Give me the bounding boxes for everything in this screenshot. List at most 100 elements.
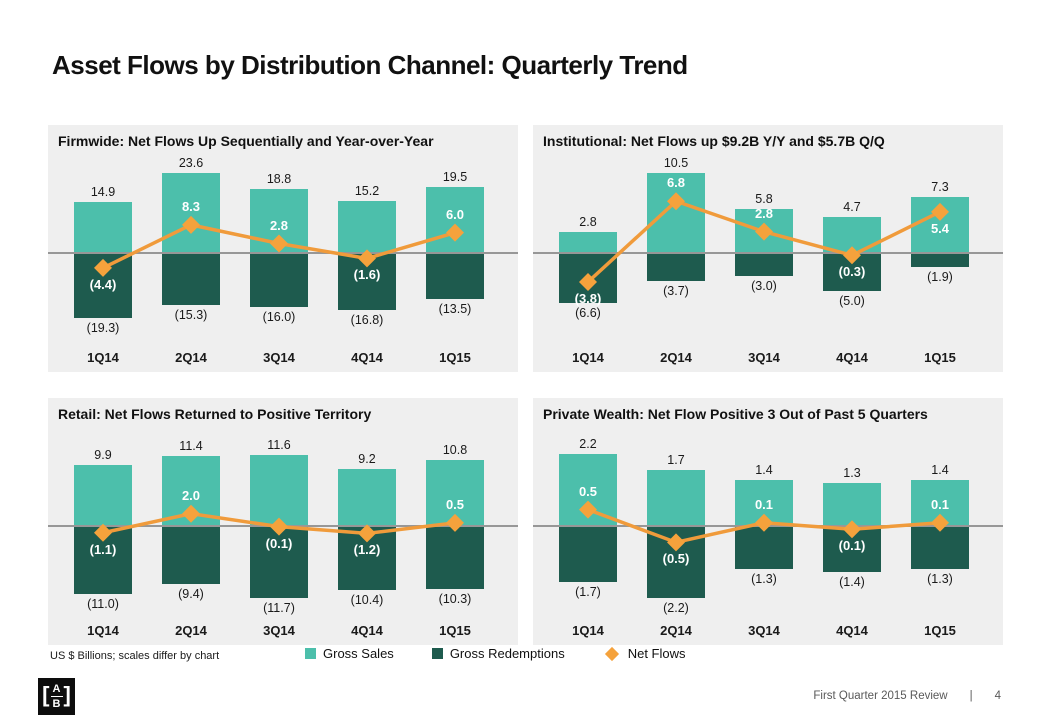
bar-value-label: 9.9 (94, 448, 112, 463)
bar-value-label: 18.8 (266, 172, 292, 187)
bar-gross-redemptions (250, 253, 308, 308)
zero-axis-line (48, 252, 518, 254)
bar-gross-redemptions (559, 526, 617, 582)
x-axis-label: 3Q14 (263, 350, 295, 365)
gross-redemptions-swatch-icon (431, 648, 443, 659)
chart-title: Retail: Net Flows Returned to Positive T… (58, 406, 372, 422)
chart-plot: 9.9 (11.0) 1Q14 11.4 (9.4) 2Q14 11.6 (11.7) 3Q14… (48, 398, 518, 645)
net-flow-marker (667, 533, 685, 552)
bar-value-label: (1.3) (927, 571, 953, 586)
legend-label: Net Flows (627, 646, 686, 661)
logo-letter-b: B (52, 697, 61, 710)
bar-value-label: 4.7 (843, 200, 861, 215)
bar-value-label: (10.4) (350, 593, 384, 607)
bar-gross-redemptions (426, 253, 484, 299)
chart-title: Firmwide: Net Flows Up Sequentially and … (58, 133, 434, 149)
legend-item-gross-redemptions: Gross Redemptions (431, 646, 565, 661)
net-flow-label: 2.8 (269, 217, 289, 233)
bar-gross-redemptions (735, 253, 793, 276)
bar-value-label: 11.6 (267, 437, 291, 452)
net-flow-label: (1.2) (353, 542, 381, 558)
legend-item-gross-sales: Gross Sales (305, 646, 394, 661)
bar-value-label: (3.7) (663, 284, 689, 299)
slide-footer: First Quarter 2015 Review | 4 (813, 690, 1001, 702)
net-flow-marker (94, 523, 112, 542)
bar-value-label: 1.4 (755, 463, 773, 478)
footer-review-title: First Quarter 2015 Review (813, 690, 948, 702)
bar-gross-redemptions (162, 253, 220, 305)
net-flow-marker (843, 246, 861, 265)
bar-value-label: (19.3) (86, 321, 120, 336)
net-flow-marker (755, 222, 773, 241)
bar-gross-redemptions (735, 526, 793, 569)
x-axis-label: 4Q14 (351, 623, 383, 638)
net-flow-label: 2.8 (754, 205, 774, 221)
bar-value-label: 10.5 (663, 156, 689, 170)
bar-gross-sales (338, 201, 396, 253)
bar-value-label: (5.0) (839, 294, 865, 309)
net-flow-marker (579, 272, 597, 291)
bar-value-label: 5.8 (755, 191, 773, 206)
net-flow-marker (931, 513, 949, 532)
net-flow-label: (1.1) (89, 541, 117, 557)
x-axis-label: 1Q14 (87, 623, 119, 638)
bar-gross-redemptions (426, 526, 484, 590)
page-title: Asset Flows by Distribution Channel: Qua… (52, 50, 688, 80)
chart-plot: 2.2 (1.7) 1Q14 1.7 (2.2) 2Q14 1.4 (1.3) 3Q14 1.3 (… (533, 398, 1003, 645)
bar-value-label: (1.9) (927, 270, 953, 285)
net-flow-label: 8.3 (181, 198, 201, 214)
x-axis-label: 1Q15 (439, 350, 471, 365)
bar-value-label: (1.4) (839, 574, 865, 589)
net-flows-line (579, 500, 949, 552)
x-axis-label: 1Q14 (572, 623, 604, 638)
gross-sales-swatch-icon (305, 648, 316, 659)
bar-gross-sales (250, 454, 308, 526)
bar-value-label: 23.6 (178, 156, 204, 170)
chart-plot: 14.9 (19.3) 1Q14 23.6 (15.3) 2Q14 18.8 (16.0) 3Q… (48, 125, 518, 372)
net-flow-marker (446, 223, 464, 242)
bar-value-label: (13.5) (438, 301, 472, 316)
bar-gross-redemptions (647, 253, 705, 282)
x-axis-label: 1Q14 (572, 350, 604, 365)
net-flow-label: 0.5 (578, 483, 598, 499)
bar-value-label: 2.8 (579, 214, 597, 229)
net-flow-marker (843, 520, 861, 539)
x-axis-label: 4Q14 (351, 350, 383, 365)
bar-value-label: 7.3 (931, 180, 949, 195)
bar-gross-redemptions (911, 253, 969, 268)
net-flow-marker (270, 234, 288, 253)
net-flow-label: 0.1 (930, 496, 950, 512)
net-flow-label: 0.5 (445, 496, 465, 512)
bar-value-label: 1.7 (667, 453, 685, 468)
net-flow-label: (0.5) (662, 551, 690, 567)
net-flows-line (94, 504, 464, 543)
x-axis-label: 2Q14 (175, 350, 207, 365)
net-flow-label: 2.0 (181, 487, 201, 503)
net-flow-label: (1.6) (353, 267, 381, 283)
bar-gross-sales (74, 465, 132, 526)
bar-gross-sales (162, 173, 220, 253)
bar-value-label: (9.4) (178, 586, 204, 601)
net-flow-marker (358, 249, 376, 268)
bar-value-label: 14.9 (90, 185, 116, 200)
bar-gross-redemptions (911, 526, 969, 569)
bar-value-label: 19.5 (442, 169, 468, 184)
net-flows-diamond-icon (604, 646, 619, 661)
ab-logo: [ A B ] (38, 678, 75, 715)
bar-value-label: (2.2) (663, 601, 689, 615)
net-flow-marker (94, 258, 112, 277)
bar-value-label: 9.2 (358, 452, 376, 467)
net-flow-label: 0.1 (754, 496, 774, 512)
bar-value-label: 1.3 (843, 466, 861, 481)
footnote: US $ Billions; scales differ by chart (50, 650, 220, 662)
net-flow-label: (0.3) (838, 264, 866, 280)
x-axis-label: 2Q14 (175, 623, 207, 638)
x-axis-label: 4Q14 (836, 350, 868, 365)
bar-gross-redemptions (250, 526, 308, 598)
bar-value-label: (15.3) (174, 307, 208, 322)
bar-value-label: (11.7) (263, 601, 295, 615)
net-flow-label: 6.0 (445, 206, 465, 222)
logo-divider (50, 696, 63, 697)
bar-value-label: (16.0) (262, 310, 296, 325)
